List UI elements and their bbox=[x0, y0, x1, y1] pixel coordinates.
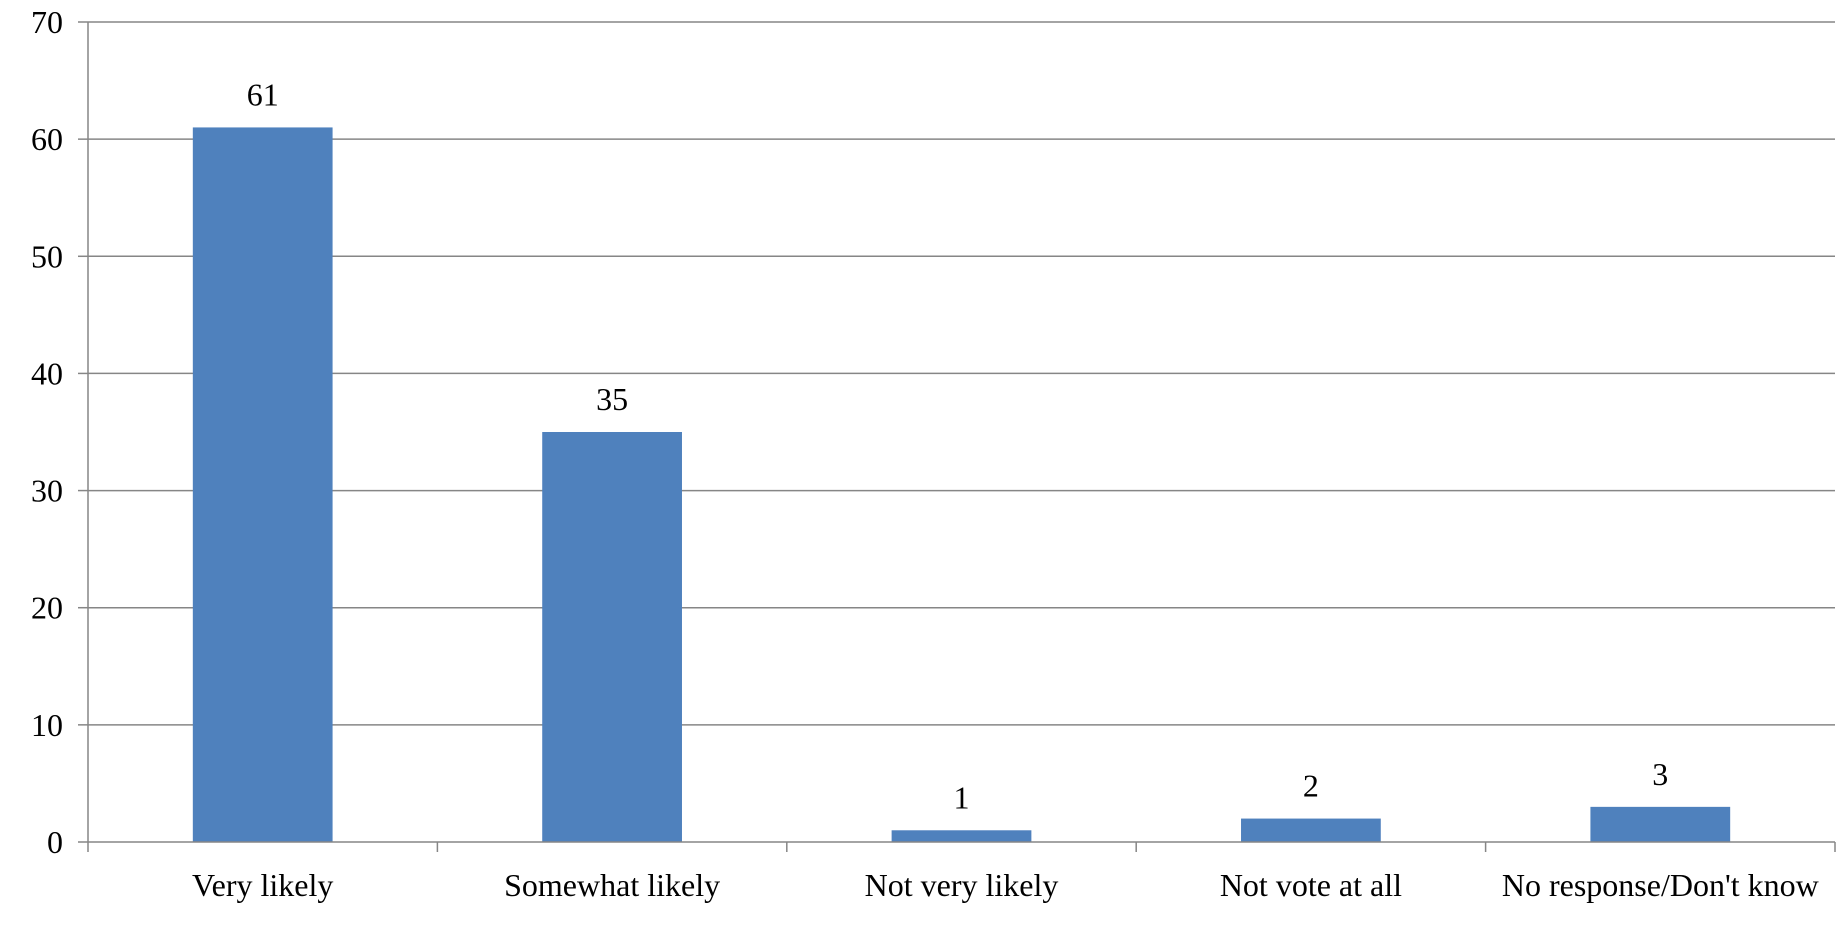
y-tick-label: 20 bbox=[31, 590, 63, 626]
y-tick-label: 50 bbox=[31, 238, 63, 274]
category-label-line: Very likely bbox=[192, 867, 333, 903]
y-tick-label: 40 bbox=[31, 355, 63, 391]
bar bbox=[542, 432, 682, 842]
category-label-line: Not vote at all bbox=[1220, 867, 1402, 903]
category-label: Not vote at all bbox=[1220, 867, 1402, 903]
bar bbox=[192, 127, 333, 842]
y-tick-label: 70 bbox=[31, 4, 63, 40]
axes bbox=[78, 21, 1836, 852]
bar bbox=[1241, 818, 1381, 842]
category-label-line: Not very likely bbox=[865, 867, 1059, 903]
labels: 0 10 20 30 40 50 60 70 61 Very likely 35 Somewhat l… bbox=[31, 4, 1819, 903]
data-label: 1 bbox=[954, 779, 970, 815]
category-label: Very likely bbox=[192, 867, 333, 903]
y-tick-label: 0 bbox=[47, 824, 63, 860]
category-label-line: Somewhat likely bbox=[504, 867, 720, 903]
bar bbox=[1590, 806, 1731, 842]
gridlines bbox=[88, 21, 1835, 726]
data-label: 35 bbox=[596, 381, 628, 417]
y-tick-label: 30 bbox=[31, 473, 63, 509]
data-label: 61 bbox=[247, 76, 279, 112]
bars bbox=[192, 127, 1731, 842]
category-label: No response/Don't know bbox=[1502, 867, 1819, 903]
category-label-line: No response/Don't know bbox=[1502, 867, 1819, 903]
data-label: 3 bbox=[1652, 756, 1668, 792]
data-label: 2 bbox=[1303, 768, 1319, 804]
y-tick-label: 60 bbox=[31, 121, 63, 157]
category-label: Not very likely bbox=[865, 867, 1059, 903]
category-label: Somewhat likely bbox=[504, 867, 720, 903]
bar bbox=[891, 830, 1032, 842]
y-tick-label: 10 bbox=[31, 707, 63, 743]
